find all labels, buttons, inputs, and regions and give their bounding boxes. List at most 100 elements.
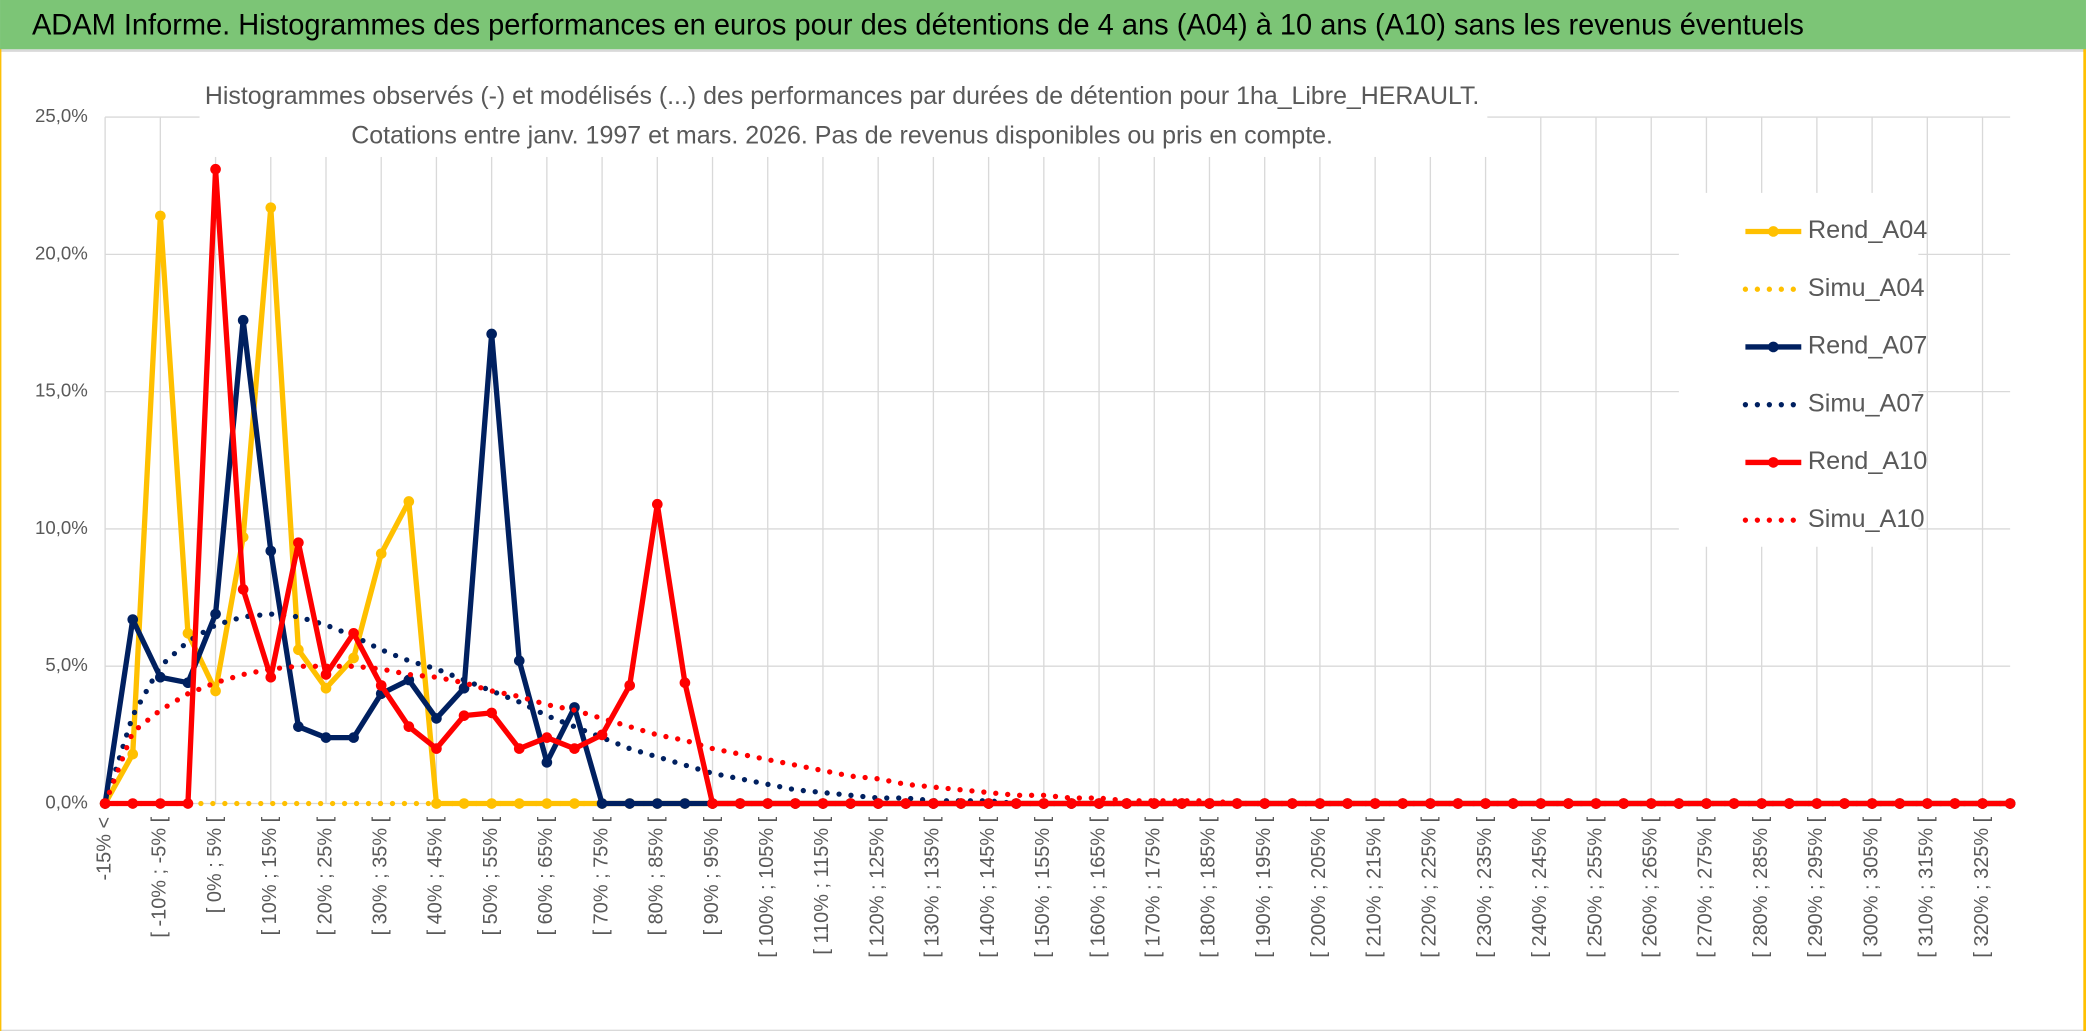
data-point bbox=[127, 614, 139, 625]
data-point bbox=[320, 682, 332, 694]
data-point bbox=[1066, 798, 1077, 809]
x-tick-label: [ 110% ; 115% [ bbox=[811, 816, 833, 954]
data-point bbox=[707, 798, 718, 809]
data-point bbox=[762, 798, 774, 809]
data-point bbox=[569, 743, 580, 754]
data-point bbox=[403, 496, 415, 507]
data-point bbox=[1535, 798, 1547, 809]
legend-marker bbox=[1768, 226, 1779, 237]
data-point bbox=[651, 498, 663, 510]
data-point bbox=[651, 798, 663, 809]
x-tick-label: [ 300% ; 305% [ bbox=[1860, 816, 1882, 957]
data-point bbox=[1618, 798, 1629, 809]
data-point bbox=[790, 798, 801, 809]
legend-label: Simu_A10 bbox=[1808, 505, 1925, 533]
data-point bbox=[375, 548, 387, 559]
legend-label: Simu_A07 bbox=[1808, 389, 1925, 417]
x-tick-label: [ 270% ; 275% [ bbox=[1695, 816, 1717, 957]
legend-background bbox=[1678, 192, 1919, 547]
data-point bbox=[486, 707, 497, 719]
data-point bbox=[293, 721, 304, 732]
x-tick-label: [ 310% ; 315% [ bbox=[1916, 816, 1938, 957]
data-point bbox=[375, 680, 387, 691]
x-tick-label: [ 190% ; 195% [ bbox=[1253, 816, 1275, 957]
series-line bbox=[102, 663, 2013, 807]
data-point bbox=[127, 748, 139, 760]
side-border bbox=[0, 47, 2, 1031]
x-tick-label: [ 150% ; 155% [ bbox=[1032, 816, 1054, 957]
data-point bbox=[513, 655, 525, 667]
data-point bbox=[1728, 798, 1740, 809]
data-point bbox=[679, 798, 691, 809]
data-point bbox=[431, 798, 442, 809]
data-point bbox=[403, 674, 415, 686]
data-point bbox=[928, 798, 939, 809]
x-tick-label: [ 130% ; 135% [ bbox=[922, 816, 944, 957]
x-tick-label: [ 260% ; 265% [ bbox=[1639, 816, 1661, 957]
data-point bbox=[955, 798, 967, 809]
legend-label: Rend_A07 bbox=[1808, 332, 1927, 360]
data-point bbox=[900, 798, 912, 809]
data-point bbox=[237, 314, 249, 326]
data-point bbox=[348, 652, 359, 664]
x-tick-label: [ 70% ; 75% [ bbox=[590, 816, 612, 935]
data-point bbox=[1701, 798, 1712, 809]
banner bbox=[0, 0, 2086, 50]
plot: -15% < [ -10% ; -5% [[ 0% ; 5% [[ 10% ; 1… bbox=[35, 74, 2016, 958]
data-point bbox=[845, 798, 856, 809]
x-tick-label: [ 80% ; 85% [ bbox=[646, 816, 668, 935]
data-point bbox=[596, 729, 608, 741]
data-point bbox=[155, 210, 166, 222]
data-point bbox=[1369, 798, 1381, 809]
y-tick-label: 25,0% bbox=[35, 105, 88, 126]
x-tick-label: [ 160% ; 165% [ bbox=[1087, 816, 1109, 957]
title-background bbox=[199, 74, 1488, 157]
data-point bbox=[983, 798, 994, 809]
data-point bbox=[624, 680, 636, 691]
x-tick-label: [ 180% ; 185% [ bbox=[1198, 816, 1220, 957]
data-point bbox=[1866, 798, 1878, 809]
x-tick-label: [ 200% ; 205% [ bbox=[1308, 816, 1330, 957]
data-point bbox=[1038, 798, 1050, 809]
x-tick-label: [ -10% ; -5% [ bbox=[149, 816, 171, 937]
data-point bbox=[1425, 798, 1436, 809]
data-point bbox=[348, 732, 359, 743]
data-point bbox=[513, 743, 525, 754]
data-point bbox=[458, 710, 470, 721]
data-point bbox=[1093, 798, 1105, 809]
series-line bbox=[105, 166, 2011, 807]
data-point bbox=[679, 677, 691, 689]
x-tick-label: [ 250% ; 255% [ bbox=[1584, 816, 1606, 957]
x-tick-label: [ 10% ; 15% [ bbox=[259, 816, 281, 935]
data-point bbox=[1507, 798, 1519, 809]
legend-marker bbox=[1768, 341, 1779, 353]
data-point bbox=[237, 584, 249, 595]
x-tick-label: [ 40% ; 45% [ bbox=[425, 816, 447, 935]
legend-marker bbox=[1768, 457, 1779, 468]
x-tick-label: [ 230% ; 235% [ bbox=[1474, 816, 1496, 957]
x-tick-label: [ 220% ; 225% [ bbox=[1419, 816, 1441, 957]
data-point bbox=[320, 669, 332, 680]
data-point bbox=[458, 682, 470, 694]
data-point bbox=[872, 798, 884, 809]
data-point bbox=[624, 798, 636, 809]
x-tick-label: [ 240% ; 245% [ bbox=[1529, 816, 1551, 957]
x-tick-label: [ 120% ; 125% [ bbox=[866, 816, 888, 957]
y-tick-label: 15,0% bbox=[35, 380, 88, 401]
x-tick-label: [ 170% ; 175% [ bbox=[1143, 816, 1165, 957]
data-point bbox=[486, 798, 497, 809]
x-tick-label: [ 210% ; 215% [ bbox=[1363, 816, 1385, 957]
chart-subtitle: Cotations entre janv. 1997 et mars. 2026… bbox=[351, 122, 1333, 150]
x-tick-label: [ 100% ; 105% [ bbox=[756, 816, 778, 957]
x-tick-label: [ 320% ; 325% [ bbox=[1971, 816, 1993, 957]
data-point bbox=[210, 608, 221, 620]
x-tick-label: [ 280% ; 285% [ bbox=[1750, 816, 1772, 957]
data-point bbox=[541, 757, 553, 768]
legend-label: Rend_A10 bbox=[1808, 447, 1927, 475]
data-point bbox=[182, 798, 194, 809]
data-point bbox=[127, 798, 139, 809]
y-tick-label: 0,0% bbox=[45, 791, 87, 812]
data-point bbox=[1811, 798, 1823, 809]
legend-label: Simu_A04 bbox=[1808, 274, 1925, 302]
